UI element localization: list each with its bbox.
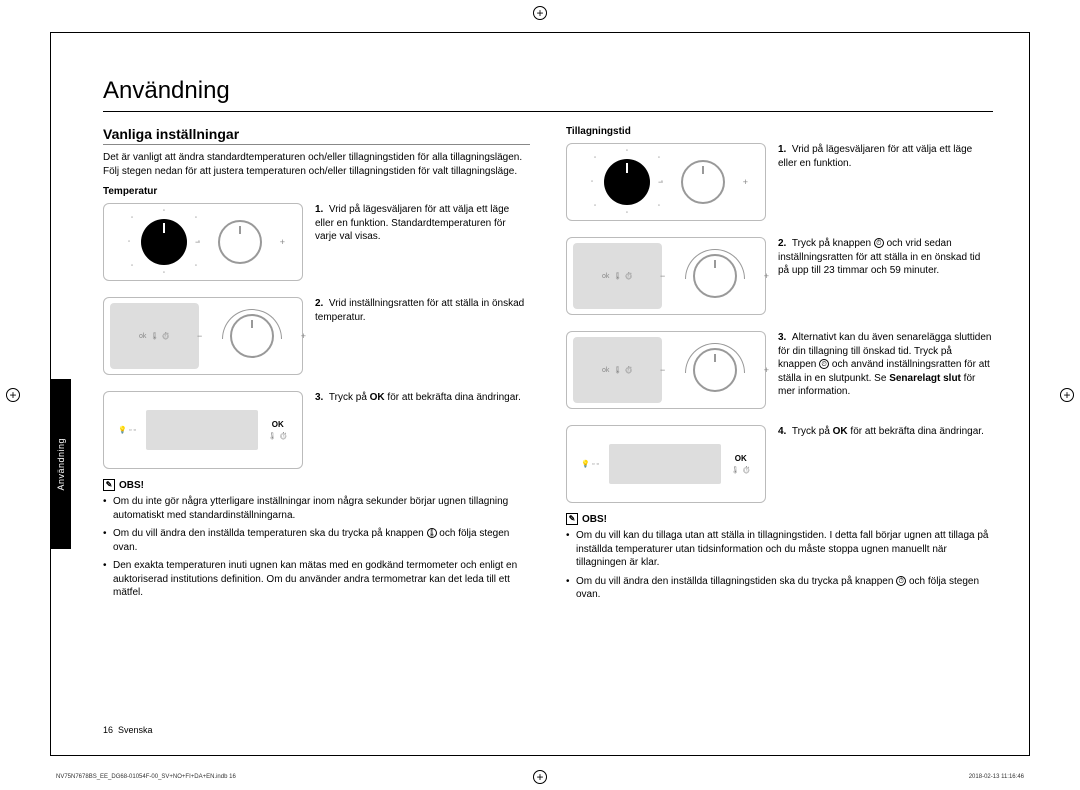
page-title: Användning: [103, 77, 993, 105]
list-item: Om du vill kan du tillaga utan att ställ…: [566, 529, 993, 570]
left-column: Vanliga inställningar Det är vanligt att…: [103, 126, 530, 607]
clock-icon: ⏱: [896, 576, 906, 586]
time-step-1: ▫▫▫▫ ▫▫▫▫ −+ 1. Vrid på lägesväljaren fö…: [566, 143, 993, 221]
temp-step-1: ▫▫▫▫ ▫▫▫▫ −+ 1. Vrid på lägesväljaren fö…: [103, 203, 530, 281]
list-item: Om du vill ändra den inställda temperatu…: [103, 527, 530, 554]
temp-step-3-text: 3. Tryck på OK för att bekräfta dina änd…: [315, 391, 530, 405]
print-date: 2018-02-13 11:16:46: [969, 774, 1024, 780]
control-panel-diagram: ▫▫▫▫ ▫▫▫▫ −+: [566, 143, 766, 221]
control-panel-diagram: 💡 ▫ ▫ OK 🌡 ⏱: [103, 391, 303, 469]
temp-step-2-text: 2. Vrid inställningsratten för att ställ…: [315, 297, 530, 324]
thermometer-icon: 🌡: [427, 528, 437, 538]
control-panel-diagram: 💡 ▫ ▫ OK 🌡 ⏱: [566, 425, 766, 503]
side-tab-label: Användning: [56, 438, 66, 491]
obs-list-left: Om du inte gör några ytterligare inställ…: [103, 495, 530, 600]
clock-end-icon: ⏲: [819, 359, 829, 369]
obs-list-right: Om du vill kan du tillaga utan att ställ…: [566, 529, 993, 602]
temp-step-1-text: 1. Vrid på lägesväljaren för att välja e…: [315, 203, 530, 244]
print-file: NV75N7678BS_EE_DG68-01054F-00_SV+NO+FI+D…: [56, 774, 236, 780]
temperature-heading: Temperatur: [103, 186, 530, 197]
page-footer: 16 Svenska: [103, 725, 153, 735]
page-frame: Användning Användning Vanliga inställnin…: [50, 32, 1030, 756]
time-step-3: ok 🌡 ⏱ −+ 3. Alternativt kan du även sen…: [566, 331, 993, 409]
registration-mark-right: [1060, 388, 1074, 402]
display-icon: [146, 410, 258, 450]
mode-dial-icon: [604, 159, 650, 205]
temp-step-2: ok 🌡 ⏱ −+ 2. Vrid inställningsratten för…: [103, 297, 530, 375]
setting-dial-icon: [218, 220, 262, 264]
cookingtime-heading: Tillagningstid: [566, 126, 993, 137]
clock-icon: ⏱: [874, 238, 884, 248]
setting-dial-icon: [693, 254, 737, 298]
print-footer: NV75N7678BS_EE_DG68-01054F-00_SV+NO+FI+D…: [56, 774, 1024, 780]
obs-heading: ✎OBS!: [566, 513, 993, 525]
side-tab: Användning: [51, 379, 71, 549]
setting-dial-icon: [230, 314, 274, 358]
mode-dial-icon: [141, 219, 187, 265]
intro-text: Det är vanligt att ändra standardtempera…: [103, 151, 530, 178]
title-rule: [103, 111, 993, 112]
time-step-1-text: 1. Vrid på lägesväljaren för att välja e…: [778, 143, 993, 170]
control-panel-diagram: ok 🌡 ⏱ −+: [566, 331, 766, 409]
subheading-settings: Vanliga inställningar: [103, 126, 530, 142]
right-column: Tillagningstid ▫▫▫▫ ▫▫▫▫ −+ 1. Vr: [566, 126, 993, 607]
control-panel-diagram: ▫▫▫▫ ▫▫▫▫ −+: [103, 203, 303, 281]
list-item: Om du vill ändra den inställda tillagnin…: [566, 575, 993, 602]
control-panel-diagram: ok 🌡 ⏱ −+: [103, 297, 303, 375]
list-item: Den exakta temperaturen inuti ugnen kan …: [103, 559, 530, 600]
note-icon: ✎: [103, 479, 115, 491]
list-item: Om du inte gör några ytterligare inställ…: [103, 495, 530, 522]
time-step-4: 💡 ▫ ▫ OK 🌡 ⏱ 4. Tryck på OK för att bekr…: [566, 425, 993, 503]
note-icon: ✎: [566, 513, 578, 525]
time-step-3-text: 3. Alternativt kan du även senarelägga s…: [778, 331, 993, 399]
page-number: 16: [103, 725, 113, 735]
registration-mark-left: [6, 388, 20, 402]
setting-dial-icon: [693, 348, 737, 392]
time-step-2: ok 🌡 ⏱ −+ 2. Tryck på knappen ⏱ och vrid…: [566, 237, 993, 315]
time-step-4-text: 4. Tryck på OK för att bekräfta dina änd…: [778, 425, 993, 439]
temp-step-3: 💡 ▫ ▫ OK 🌡 ⏱ 3. Tryck på OK för att bekr…: [103, 391, 530, 469]
registration-mark-top: [533, 6, 547, 20]
obs-heading: ✎OBS!: [103, 479, 530, 491]
setting-dial-icon: [681, 160, 725, 204]
control-panel-diagram: ok 🌡 ⏱ −+: [566, 237, 766, 315]
sub-rule: [103, 144, 530, 145]
display-icon: [609, 444, 721, 484]
page-language: Svenska: [118, 725, 153, 735]
time-step-2-text: 2. Tryck på knappen ⏱ och vrid sedan ins…: [778, 237, 993, 278]
